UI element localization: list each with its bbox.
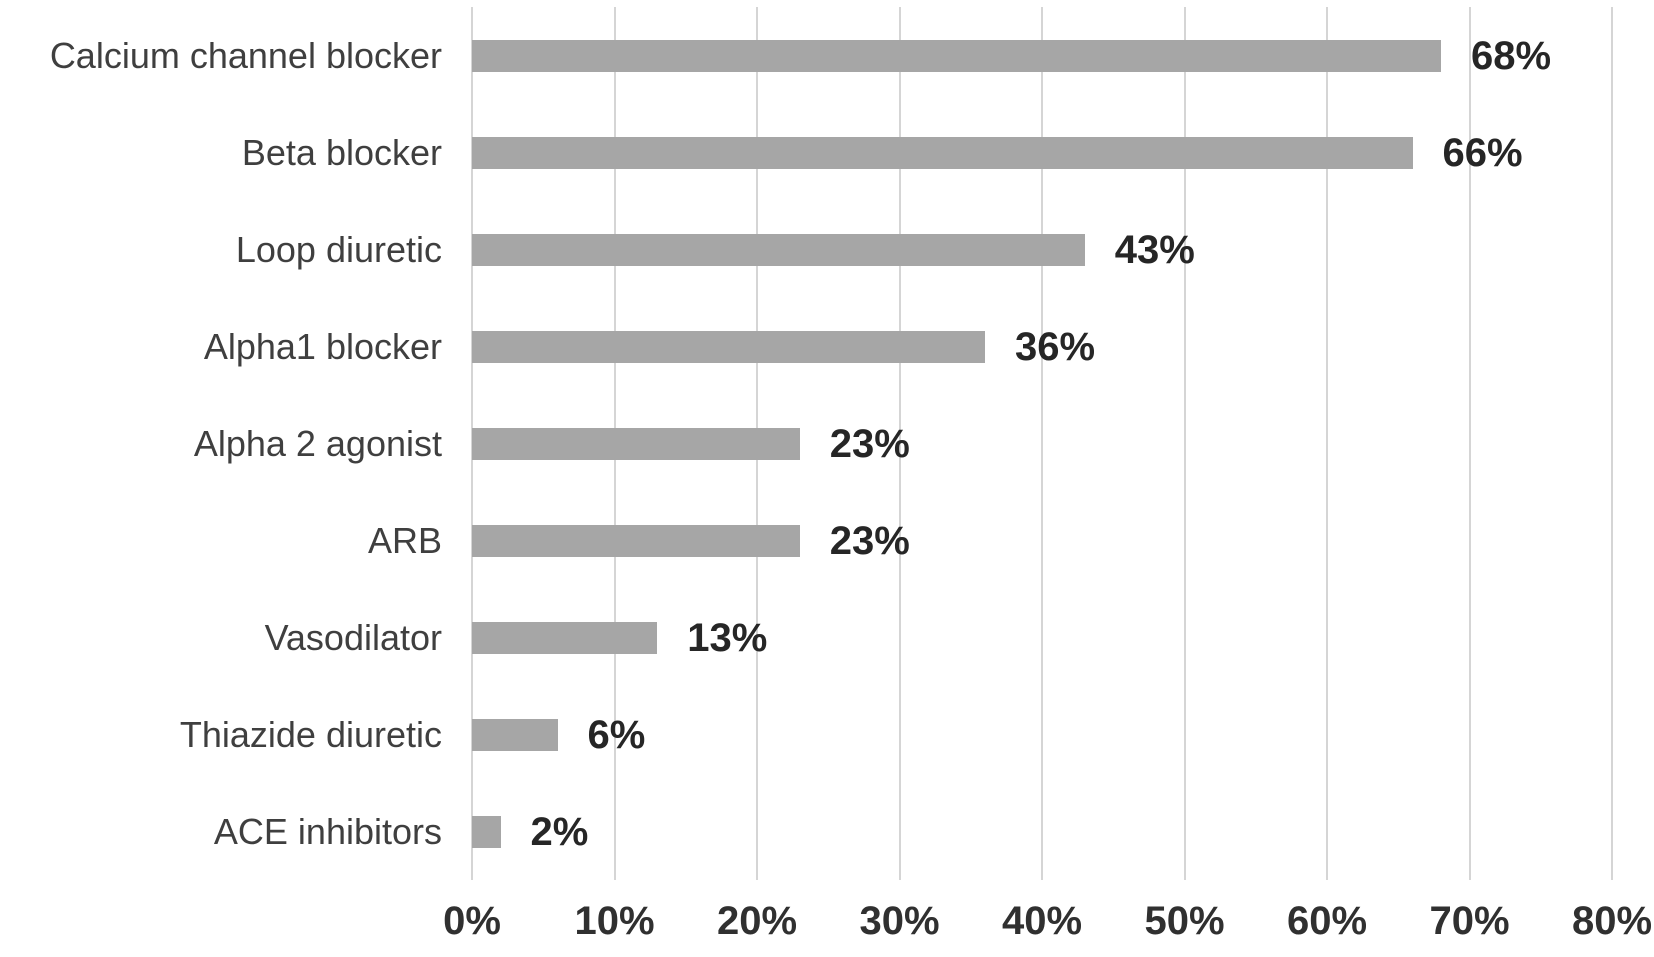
bar-row: 23% [472,395,1612,492]
x-tick-label: 20% [716,899,798,943]
bar-row: 2% [472,783,1612,880]
value-label: 23% [829,421,910,466]
bar-row: 68% [472,7,1612,104]
bar-row: 13% [472,589,1612,686]
value-label: 43% [1114,227,1195,272]
bar [472,330,985,363]
gridline [1041,7,1043,880]
plot-area: 68% 66% 43% 36% 23% 23% 13% 6% 2% [471,7,1613,880]
gridline [1468,7,1471,880]
gridline [1183,7,1186,880]
gridline [1326,7,1328,880]
category-label: Thiazide diuretic [179,713,442,755]
bar [472,524,800,557]
gridline [1611,7,1613,880]
category-label: ARB [367,519,442,561]
bar [472,815,501,848]
x-tick-label: 60% [1286,899,1368,943]
gridline [898,7,901,880]
category-label: Beta blocker [241,131,442,173]
value-label: 23% [829,518,910,563]
bar [472,718,558,751]
bar-row: 36% [472,298,1612,395]
bar-rows: 68% 66% 43% 36% 23% 23% 13% 6% 2% [472,7,1612,880]
bar [472,427,800,460]
bar [472,136,1413,169]
bar-row: 66% [472,104,1612,201]
x-tick-label: 40% [1001,899,1083,943]
bar [472,39,1441,72]
bar-row: 43% [472,201,1612,298]
value-label: 2% [530,809,589,854]
value-label: 13% [687,615,768,660]
category-label: ACE inhibitors [213,810,442,852]
x-tick-label: 50% [1144,899,1225,943]
category-label: Alpha 2 agonist [193,422,442,464]
value-label: 36% [1015,324,1096,369]
category-label: Loop diuretic [235,228,442,270]
x-tick-label: 70% [1429,899,1510,943]
value-label: 6% [587,712,646,757]
x-tick-label: 30% [859,899,940,943]
value-label: 68% [1471,33,1552,78]
category-label: Calcium channel blocker [49,34,442,76]
x-tick-label: 80% [1571,899,1653,943]
bar [472,621,658,654]
category-label: Vasodilator [264,616,442,658]
value-label: 66% [1442,130,1523,175]
bar-row: 6% [472,686,1612,783]
x-tick-label: 10% [574,899,655,943]
bar [472,233,1085,266]
category-axis: Calcium channel blocker Beta blocker Loop … [0,7,442,880]
bar-row: 23% [472,492,1612,589]
category-label: Alpha1 blocker [203,325,442,367]
x-axis: 0% 10% 20% 30% 40% 50% 60% 70% 80% [0,893,1654,953]
x-tick-label: 0% [443,899,501,943]
